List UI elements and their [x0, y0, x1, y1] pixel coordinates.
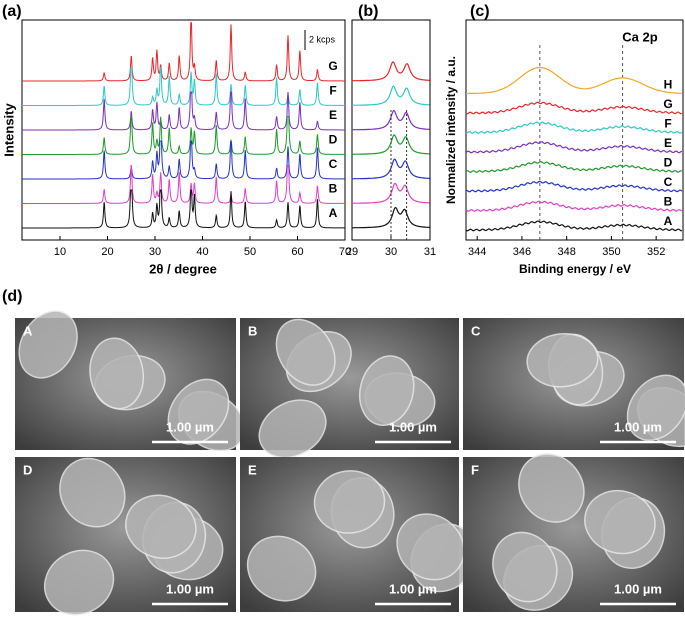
x-tick-label: 344 — [468, 246, 486, 258]
xrd-zoom-trace — [352, 61, 430, 82]
image-label: F — [471, 462, 479, 477]
axis-label: Binding energy / eV — [519, 262, 631, 276]
xrd-trace — [22, 66, 345, 106]
xrd-trace — [22, 116, 345, 155]
trace-label: A — [664, 214, 673, 228]
particle — [396, 513, 465, 581]
particle — [526, 332, 599, 388]
xrd-trace — [22, 165, 345, 204]
trace-label: F — [329, 84, 336, 98]
xrd-trace — [22, 189, 345, 229]
x-tick-label: 352 — [647, 246, 665, 258]
particle — [584, 489, 656, 555]
x-tick-label: 70 — [339, 246, 351, 258]
panel-label: (c) — [470, 3, 490, 20]
xps-trace — [465, 141, 683, 154]
axis-label: 2θ / degree — [149, 261, 217, 276]
trace-label: E — [329, 108, 337, 122]
trace-label: C — [664, 175, 673, 189]
x-tick-label: 40 — [196, 246, 208, 258]
xps-trace — [466, 66, 682, 95]
x-tick-label: 348 — [557, 246, 575, 258]
particle — [518, 453, 585, 523]
xrd-trace — [22, 140, 345, 180]
particle — [246, 535, 317, 602]
x-tick-label: 20 — [101, 246, 113, 258]
image-label: A — [23, 323, 33, 338]
axis-label: Intensity — [1, 103, 16, 157]
trace-label: B — [664, 195, 673, 209]
scale-bar-label: 1.00 µm — [166, 419, 214, 434]
trace-label: A — [329, 206, 338, 220]
trace-label: E — [664, 136, 672, 150]
x-tick-label: 30 — [385, 246, 397, 258]
trace-label: F — [664, 117, 671, 131]
particle — [275, 318, 336, 386]
particle — [125, 494, 197, 559]
xps-trace — [465, 200, 683, 212]
particle — [44, 549, 115, 616]
sem-image: C 1.00 µm — [463, 318, 685, 450]
axis-label: Normalized intensity / a.u. — [444, 56, 458, 204]
sem-image: D 1.00 µm — [15, 457, 236, 616]
scale-bar-label: 1.00 µm — [614, 581, 662, 596]
particle — [59, 457, 126, 528]
image-label: B — [248, 323, 257, 338]
xps-trace — [465, 220, 682, 232]
xrd-trace — [22, 21, 345, 82]
x-tick-label: 29 — [346, 246, 358, 258]
x-tick-label: 350 — [602, 246, 620, 258]
x-tick-label: 346 — [513, 246, 531, 258]
frame — [465, 19, 684, 241]
xps-trace — [465, 180, 683, 193]
xps-trace — [465, 101, 683, 115]
x-tick-label: 10 — [54, 246, 66, 258]
image-label: E — [248, 462, 257, 477]
xps-trace — [465, 121, 683, 134]
trace-label: C — [329, 157, 338, 171]
scale-bar-label: 1.00 µm — [166, 581, 214, 596]
panel-label: (b) — [358, 3, 378, 20]
trace-label: B — [329, 182, 338, 196]
trace-label: D — [329, 133, 338, 147]
xrd-zoom-trace — [352, 158, 430, 180]
particle — [492, 531, 558, 603]
sem-image: E 1.00 µm — [240, 457, 477, 612]
panel-label: (d) — [2, 288, 22, 305]
particle — [626, 374, 685, 441]
xrd-trace — [22, 91, 345, 131]
trace-label: H — [664, 78, 673, 92]
particle — [89, 337, 145, 410]
trace-label: G — [328, 59, 337, 73]
scale-bar-label: 1.00 µm — [389, 419, 437, 434]
scale-bar-label: 1.00 µm — [614, 419, 662, 434]
image-label: D — [23, 462, 32, 477]
x-tick-label: 60 — [291, 246, 303, 258]
scale-bar-label: 1.00 µm — [389, 581, 437, 596]
spectrum-title: Ca 2p — [622, 29, 657, 44]
sem-image: A 1.00 µm — [15, 310, 246, 452]
particle — [258, 399, 327, 459]
x-tick-label: 31 — [424, 246, 436, 258]
image-label: C — [471, 323, 481, 338]
xrd-zoom-trace — [352, 85, 430, 106]
x-tick-label: 30 — [149, 246, 161, 258]
x-tick-label: 50 — [244, 246, 256, 258]
xrd-zoom-trace — [352, 109, 430, 131]
particle — [18, 310, 78, 379]
sem-image: B 1.00 µm — [240, 318, 459, 459]
sem-image: F 1.00 µm — [463, 453, 684, 612]
scale-bar-label: 2 kcps — [309, 34, 336, 44]
particle — [313, 470, 386, 534]
xps-trace — [465, 160, 682, 173]
trace-label: G — [663, 97, 672, 111]
trace-label: D — [664, 156, 673, 170]
particle — [167, 378, 230, 445]
panel-label: (a) — [2, 3, 22, 20]
xrd-zoom-trace — [352, 182, 430, 204]
particle — [358, 355, 415, 426]
